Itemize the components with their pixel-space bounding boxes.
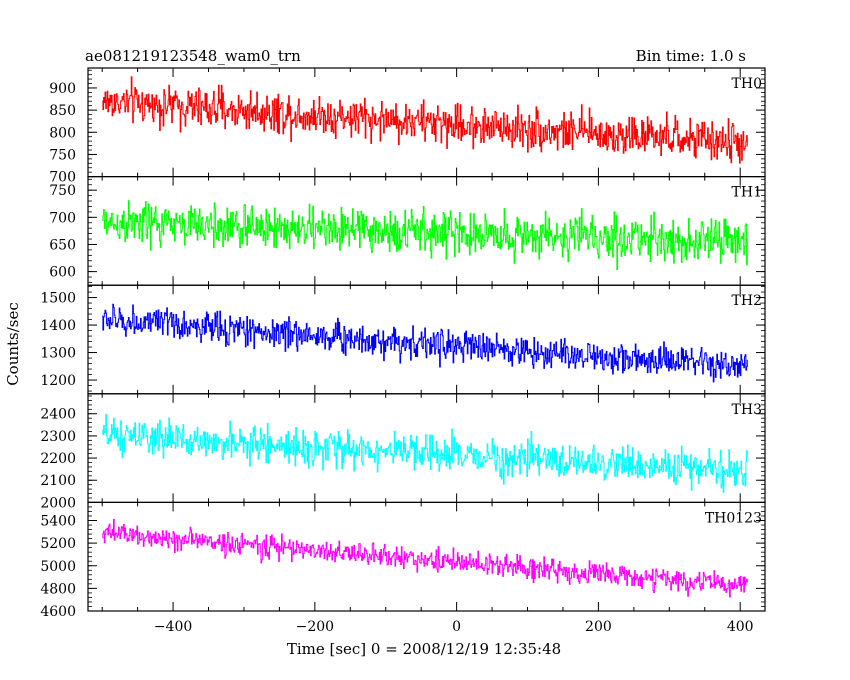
y-tick-label: 5400 <box>40 514 76 530</box>
y-tick-label: 2200 <box>40 451 76 467</box>
y-tick-label: 600 <box>49 265 76 281</box>
y-tick-label: 2000 <box>40 495 76 511</box>
y-tick-label: 4600 <box>40 604 76 620</box>
y-tick-label: 850 <box>49 103 76 119</box>
x-tick-label: 0 <box>452 619 461 635</box>
y-tick-label: 1200 <box>40 373 76 389</box>
y-tick-label: 900 <box>49 81 76 97</box>
x-axis-label: Time [sec] 0 = 2008/12/19 12:35:48 <box>287 640 561 658</box>
series-th0 <box>102 76 748 164</box>
panel-frame <box>87 501 766 612</box>
panel-th3: 2000 2100 2200 2300 2400 TH3 <box>40 393 766 511</box>
x-tick-label: −400 <box>154 619 192 635</box>
series-th3 <box>102 413 748 493</box>
y-tick-label: 2400 <box>40 407 76 423</box>
series-th1 <box>102 200 748 271</box>
series-th0123 <box>102 518 748 598</box>
y-tick-label: 4800 <box>40 581 76 597</box>
y-tick-label: 800 <box>49 125 76 141</box>
x-tick-label: 400 <box>727 619 754 635</box>
y-axis-label: Counts/sec <box>4 302 22 386</box>
y-tick-label: 750 <box>49 183 76 199</box>
chart-title-right: Bin time: 1.0 s <box>636 47 746 65</box>
y-tick-label: 700 <box>49 170 76 186</box>
y-tick-label: 1500 <box>40 291 76 307</box>
y-tick-label: 1300 <box>40 346 76 362</box>
panel-label-th3: TH3 <box>732 402 762 418</box>
x-axis: −400 −200 0 200 400 <box>154 619 754 635</box>
panel-th1: 600 650 700 750 TH1 <box>49 176 766 286</box>
y-tick-label: 2100 <box>40 473 76 489</box>
y-tick-label: 1400 <box>40 318 76 334</box>
panel-th0123: 4600 4800 5000 5200 5400 TH0123 <box>40 501 766 620</box>
y-tick-label: 700 <box>49 210 76 226</box>
chart-title-left: ae081219123548_wam0_trn <box>85 47 301 65</box>
x-tick-label: 200 <box>585 619 612 635</box>
panel-th2: 1200 1300 1400 1500 TH2 <box>40 284 766 395</box>
panel-label-th1: TH1 <box>732 185 762 201</box>
panel-label-th0123: TH0123 <box>705 510 762 526</box>
panel-th0: 700 750 800 850 900 TH0 <box>49 67 766 186</box>
panel-label-th2: TH2 <box>732 293 762 309</box>
panel-frame <box>87 284 766 395</box>
y-tick-label: 750 <box>49 147 76 163</box>
x-tick-label: −200 <box>296 619 334 635</box>
y-tick-label: 2300 <box>40 429 76 445</box>
panel-label-th0: TH0 <box>732 76 762 92</box>
y-tick-label: 650 <box>49 237 76 253</box>
y-tick-label: 5000 <box>40 559 76 575</box>
series-th2 <box>102 303 748 383</box>
y-tick-label: 5200 <box>40 536 76 552</box>
